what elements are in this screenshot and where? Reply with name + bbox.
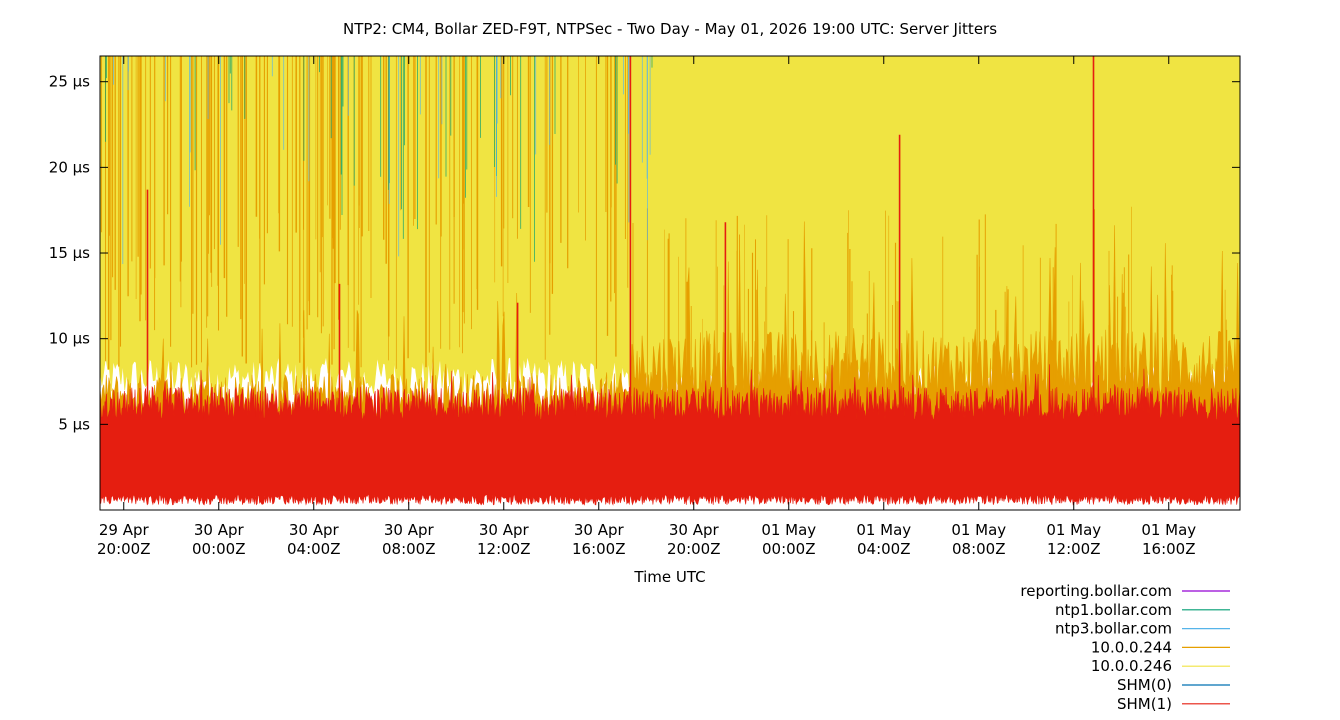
chart-title: NTP2: CM4, Bollar ZED-F9T, NTPSec - Two … [343,20,997,38]
x-axis-label: Time UTC [633,568,705,586]
x-tick-label-date: 29 Apr [99,521,150,539]
x-tick-label-date: 01 May [1141,521,1196,539]
series-ntp1-bollar-com-band [105,56,653,262]
series-10-0-0-246-area [100,56,1240,409]
x-tick-label-date: 01 May [951,521,1006,539]
legend-label-reporting-bollar-com: reporting.bollar.com [1020,582,1172,600]
legend: reporting.bollar.comntp1.bollar.comntp3.… [1020,582,1230,713]
x-tick-label-time: 12:00Z [477,540,531,558]
x-tick-label-time: 04:00Z [287,540,341,558]
x-tick-label-date: 30 Apr [289,521,340,539]
series-10-0-0-246-band [100,56,1240,409]
x-tick-label-date: 01 May [761,521,816,539]
x-tick-label-time: 20:00Z [667,540,721,558]
x-tick-label-time: 08:00Z [382,540,436,558]
x-tick-label-time: 20:00Z [97,540,151,558]
y-tick-label: 10 µs [49,330,90,348]
x-tick-label-time: 16:00Z [572,540,626,558]
series-shm1-spikes [146,56,1095,425]
x-tick-label-date: 01 May [856,521,911,539]
y-tick-label: 25 µs [49,73,90,91]
series-shm1-band [100,364,1240,506]
plot-border [99,55,1241,511]
x-tick-label-date: 30 Apr [479,521,530,539]
x-tick-label-time: 00:00Z [192,540,246,558]
legend-label-shm-1: SHM(1) [1117,695,1172,713]
x-tick-label-date: 30 Apr [574,521,625,539]
y-tick-label: 5 µs [58,415,90,433]
legend-label-10-0-0-244: 10.0.0.244 [1091,638,1172,656]
x-tick-label-time: 00:00Z [762,540,816,558]
x-tick-label-date: 30 Apr [384,521,435,539]
plot-area [100,56,1240,506]
x-tick-label-time: 16:00Z [1142,540,1196,558]
x-tick-label-date: 01 May [1046,521,1101,539]
y-tick-label: 15 µs [49,244,90,262]
legend-label-ntp1-bollar-com: ntp1.bollar.com [1055,601,1172,619]
y-tick-label: 20 µs [49,158,90,176]
x-tick-label-date: 30 Apr [669,521,720,539]
legend-label-ntp3-bollar-com: ntp3.bollar.com [1055,620,1172,638]
x-tick-label-time: 08:00Z [952,540,1006,558]
legend-label-10-0-0-246: 10.0.0.246 [1091,657,1172,675]
x-tick-label-date: 30 Apr [194,521,245,539]
y-axis: 5 µs 10 µs 15 µs 20 µs 25 µs [49,73,1240,433]
series-shm1-area [100,364,1240,506]
x-tick-label-time: 12:00Z [1047,540,1101,558]
series-ntp3-bollar-com-band [113,56,651,264]
legend-label-shm-0: SHM(0) [1117,676,1172,694]
x-tick-label-time: 04:00Z [857,540,911,558]
